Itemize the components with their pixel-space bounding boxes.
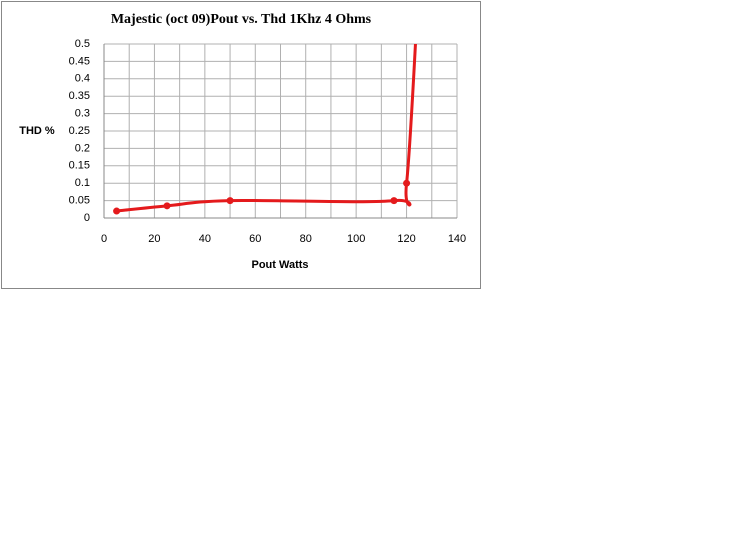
x-tick-label: 80: [300, 233, 312, 245]
chart-border: [1, 1, 481, 289]
y-axis-label: THD %: [19, 125, 55, 137]
data-point: [226, 197, 234, 205]
x-tick-label: 120: [397, 233, 415, 245]
y-tick-label: 0.5: [75, 38, 90, 50]
x-tick-label: 60: [249, 233, 261, 245]
y-tick-label: 0.45: [69, 55, 90, 67]
y-tick-label: 0.4: [75, 73, 90, 85]
data-point: [113, 207, 121, 215]
chart-title: Majestic (oct 09)Pout vs. Thd 1Khz 4 Ohm…: [111, 12, 372, 27]
y-tick-label: 0.2: [75, 142, 90, 154]
y-tick-label: 0.25: [69, 125, 90, 137]
x-tick-label: 100: [347, 233, 365, 245]
y-tick-label: 0.15: [69, 160, 90, 172]
y-tick-label: 0.1: [75, 177, 90, 189]
data-point: [390, 197, 398, 205]
x-axis-label: Pout Watts: [251, 259, 308, 271]
y-tick-label: 0: [84, 212, 90, 224]
data-point: [163, 202, 171, 210]
data-point: [403, 179, 411, 187]
y-tick-label: 0.35: [69, 90, 90, 102]
x-tick-label: 20: [148, 233, 160, 245]
x-tick-label: 0: [101, 233, 107, 245]
y-tick-label: 0.3: [75, 108, 90, 120]
y-tick-label: 0.05: [69, 195, 90, 207]
x-tick-label: 140: [448, 233, 466, 245]
x-tick-label: 40: [199, 233, 211, 245]
